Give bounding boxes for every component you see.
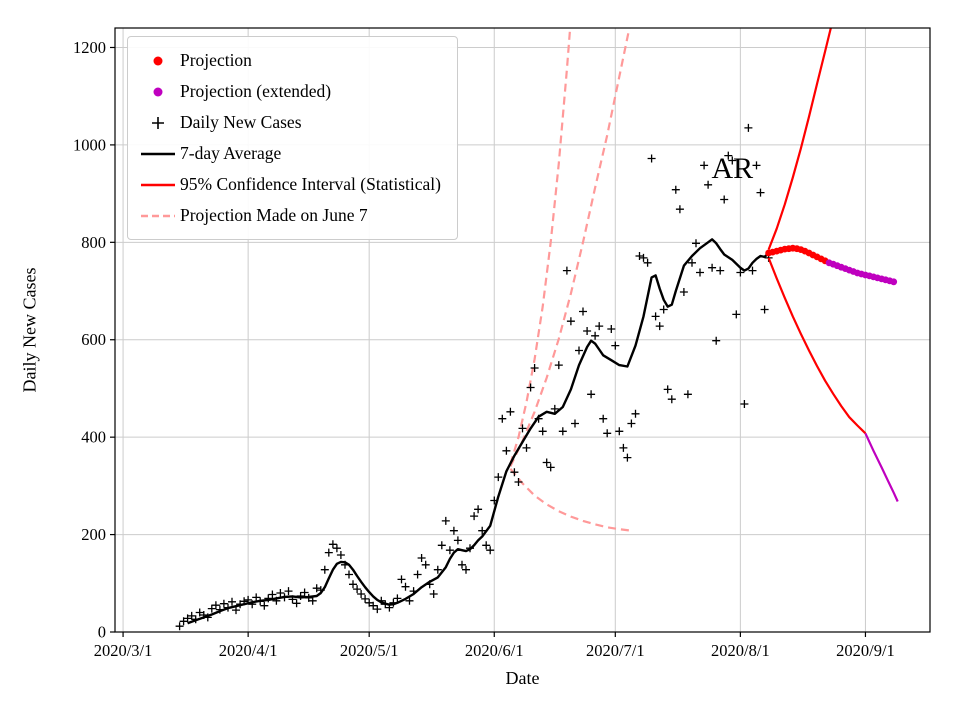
legend-marker-plus [136, 114, 180, 132]
y-tick-label: 400 [81, 428, 106, 447]
series-june7-lower [509, 468, 632, 532]
legend-marker-line [136, 145, 180, 163]
series-seven-day-average [187, 238, 770, 625]
legend-marker-dashed-line [136, 207, 180, 225]
x-tick-label: 2020/4/1 [219, 641, 278, 660]
x-tick-label: 2020/6/1 [465, 641, 524, 660]
legend-item: 95% Confidence Interval (Statistical) [136, 169, 441, 200]
legend-marker-line [136, 176, 180, 194]
x-tick-label: 2020/8/1 [711, 641, 770, 660]
x-tick-label: 2020/9/1 [836, 641, 895, 660]
y-tick-label: 1000 [73, 135, 106, 154]
x-tick-label: 2020/5/1 [340, 641, 399, 660]
x-tick-label: 2020/3/1 [94, 641, 153, 660]
series-june7-upper [509, 28, 572, 465]
legend-item: Projection [136, 45, 441, 76]
legend-label: 95% Confidence Interval (Statistical) [180, 174, 441, 194]
series-projection [765, 244, 829, 265]
legend-item: Projection (extended) [136, 76, 441, 107]
legend-label: Projection Made on June 7 [180, 205, 368, 225]
plot-border [114, 27, 931, 633]
legend-item: 7-day Average [136, 138, 441, 169]
y-axis-label: Daily New Cases [19, 267, 40, 393]
y-tick-label: 1200 [73, 38, 106, 57]
series-ci-upper [767, 28, 832, 250]
legend-label: Projection [180, 50, 252, 70]
legend-label: Projection (extended) [180, 81, 332, 101]
grid [115, 28, 930, 633]
x-tick-label: 2020/7/1 [586, 641, 645, 660]
legend-label: Daily New Cases [180, 112, 302, 132]
y-tick-label: 600 [81, 330, 106, 349]
legend-item: Daily New Cases [136, 107, 441, 138]
series-projection-extended [825, 259, 898, 286]
y-tick-label: 200 [81, 525, 106, 544]
series-june7-center [509, 28, 631, 467]
state-annotation: AR [711, 152, 754, 186]
legend-label: 7-day Average [180, 143, 282, 163]
legend: Projection Projection (extended) Daily New… [127, 36, 458, 240]
legend-item: Projection Made on June 7 [136, 200, 441, 231]
y-tick-label: 0 [98, 623, 106, 642]
series-ci-lower [767, 257, 867, 435]
y-tick-label: 800 [81, 233, 106, 252]
legend-marker-dot [136, 52, 180, 70]
x-axis-label: Date [505, 668, 540, 688]
series-ci-lower-extended [864, 432, 899, 502]
axis-ticks: 2020/3/1 2020/4/1 2020/5/1 2020/6/1 2020/7/1… [73, 38, 895, 660]
legend-marker-dot [136, 83, 180, 101]
